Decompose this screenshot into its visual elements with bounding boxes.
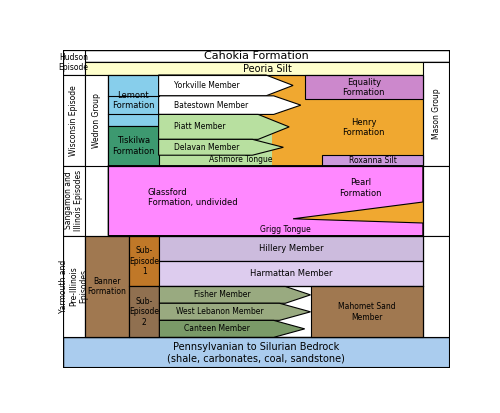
- Text: Yorkville Member: Yorkville Member: [174, 81, 240, 90]
- Bar: [423, 62, 450, 166]
- Text: Delavan Member: Delavan Member: [174, 143, 240, 152]
- Text: Peoria Silt: Peoria Silt: [243, 64, 292, 74]
- Text: Fisher Member: Fisher Member: [194, 290, 250, 299]
- Text: Mason Group: Mason Group: [432, 89, 441, 139]
- Text: Hudson
Episode: Hudson Episode: [58, 52, 88, 72]
- Bar: [108, 166, 423, 235]
- Bar: [108, 75, 158, 126]
- Bar: [62, 235, 85, 337]
- Text: Sub-
Episode
1: Sub- Episode 1: [130, 246, 160, 276]
- Bar: [108, 126, 158, 166]
- Bar: [423, 166, 450, 235]
- Bar: [108, 166, 423, 235]
- Text: Wedron Group: Wedron Group: [92, 93, 101, 148]
- Text: Sangamon and
Illinois Episodes: Sangamon and Illinois Episodes: [64, 170, 84, 231]
- Text: Mahomet Sand
Member: Mahomet Sand Member: [338, 302, 396, 322]
- Polygon shape: [160, 303, 310, 320]
- Bar: [62, 50, 85, 75]
- Text: Ashmore Tongue: Ashmore Tongue: [209, 155, 272, 164]
- Text: Banner
Formation: Banner Formation: [88, 277, 126, 296]
- Text: Harmattan Member: Harmattan Member: [250, 269, 332, 278]
- Text: Hillery Member: Hillery Member: [259, 244, 324, 253]
- Bar: [129, 287, 160, 337]
- Polygon shape: [108, 166, 423, 235]
- Text: Pennsylvanian to Silurian Bedrock
(shale, carbonates, coal, sandstone): Pennsylvanian to Silurian Bedrock (shale…: [168, 342, 345, 363]
- Bar: [85, 235, 423, 337]
- Text: Sub-
Episode
2: Sub- Episode 2: [130, 297, 160, 327]
- Text: Batestown Member: Batestown Member: [174, 101, 248, 109]
- Text: Equality
Formation: Equality Formation: [342, 78, 385, 97]
- Bar: [62, 50, 450, 62]
- Bar: [85, 62, 450, 75]
- Bar: [108, 75, 423, 166]
- Bar: [85, 235, 129, 337]
- Text: Henry
Formation: Henry Formation: [342, 118, 385, 137]
- Text: Grigg Tongue: Grigg Tongue: [260, 225, 310, 234]
- Text: Canteen Member: Canteen Member: [184, 324, 250, 333]
- Bar: [62, 75, 85, 166]
- Text: Cahokia Formation: Cahokia Formation: [204, 51, 308, 61]
- Bar: [304, 75, 423, 100]
- Text: Glassford
Formation, undivided: Glassford Formation, undivided: [148, 188, 238, 207]
- Bar: [108, 75, 423, 166]
- Bar: [62, 166, 85, 235]
- Bar: [158, 126, 272, 166]
- Text: West Lebanon Member: West Lebanon Member: [176, 307, 263, 316]
- Bar: [160, 261, 423, 287]
- Polygon shape: [160, 320, 304, 337]
- Bar: [62, 337, 450, 368]
- Bar: [322, 155, 423, 166]
- Polygon shape: [158, 114, 289, 139]
- Text: Wisconsin Episode: Wisconsin Episode: [69, 85, 78, 156]
- Polygon shape: [158, 96, 301, 114]
- Text: Tiskilwa
Formation: Tiskilwa Formation: [112, 136, 154, 156]
- Text: Piatt Member: Piatt Member: [174, 122, 226, 131]
- Bar: [310, 287, 423, 337]
- Bar: [160, 235, 423, 261]
- Text: Pearl
Formation: Pearl Formation: [340, 178, 382, 197]
- Bar: [423, 235, 450, 337]
- Text: Lemont
Formation: Lemont Formation: [112, 91, 154, 110]
- Bar: [85, 75, 108, 166]
- Polygon shape: [158, 75, 293, 96]
- Polygon shape: [158, 139, 284, 155]
- Bar: [129, 235, 160, 287]
- Polygon shape: [160, 287, 310, 303]
- Text: Yarmouth and
Pre-Illinois
Episodes: Yarmouth and Pre-Illinois Episodes: [59, 260, 88, 313]
- Text: Roxanna Silt: Roxanna Silt: [348, 156, 397, 165]
